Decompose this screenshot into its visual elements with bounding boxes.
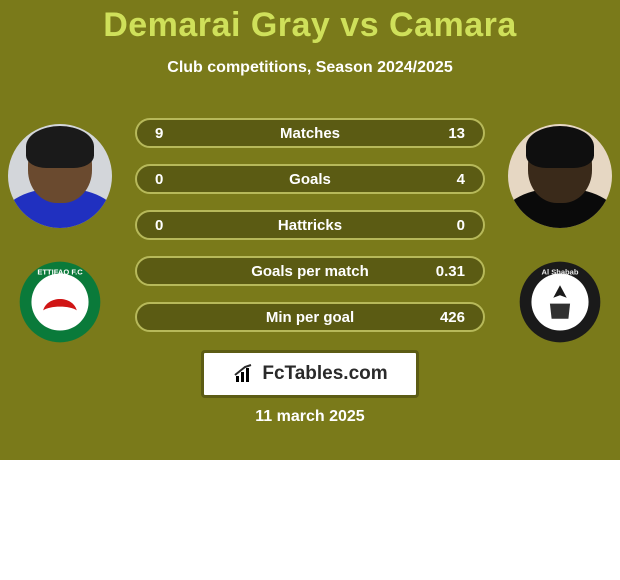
club-left-logo: ETTIFAQ F.C bbox=[18, 260, 102, 344]
comparison-date: 11 march 2025 bbox=[0, 408, 620, 426]
stat-label: Matches bbox=[195, 125, 425, 142]
player-left-avatar bbox=[8, 124, 112, 228]
stat-right-value: 13 bbox=[425, 125, 465, 142]
player-left-hair bbox=[26, 126, 95, 168]
stat-left-value: 0 bbox=[155, 217, 195, 234]
page-subtitle: Club competitions, Season 2024/2025 bbox=[0, 59, 620, 77]
player-right-avatar bbox=[508, 124, 612, 228]
stat-left-value: 9 bbox=[155, 125, 195, 142]
stat-row: 9Matches13 bbox=[135, 118, 485, 148]
club-left-label: ETTIFAQ F.C bbox=[37, 267, 83, 276]
stat-label: Goals bbox=[195, 171, 425, 188]
comparison-card: Demarai Gray vs Camara Club competitions… bbox=[0, 0, 620, 460]
brand-text: FcTables.com bbox=[262, 363, 387, 385]
stat-right-value: 4 bbox=[425, 171, 465, 188]
page-title: Demarai Gray vs Camara bbox=[0, 0, 620, 45]
player-right-hair bbox=[526, 126, 595, 168]
stats-container: 9Matches130Goals40Hattricks0Goals per ma… bbox=[135, 118, 485, 332]
stat-label: Goals per match bbox=[195, 263, 425, 280]
brand-chart-icon bbox=[232, 362, 256, 386]
stat-right-value: 426 bbox=[425, 309, 465, 326]
stat-label: Hattricks bbox=[195, 217, 425, 234]
stat-row: Goals per match0.31 bbox=[135, 256, 485, 286]
stat-row: 0Goals4 bbox=[135, 164, 485, 194]
stat-left-value: 0 bbox=[155, 171, 195, 188]
stat-row: 0Hattricks0 bbox=[135, 210, 485, 240]
brand-box: FcTables.com bbox=[201, 350, 419, 398]
stat-row: Min per goal426 bbox=[135, 302, 485, 332]
stat-right-value: 0.31 bbox=[425, 263, 465, 280]
stat-label: Min per goal bbox=[195, 309, 425, 326]
club-right-logo: Al Shabab bbox=[518, 260, 602, 344]
stat-right-value: 0 bbox=[425, 217, 465, 234]
club-right-label: Al Shabab bbox=[542, 267, 579, 276]
